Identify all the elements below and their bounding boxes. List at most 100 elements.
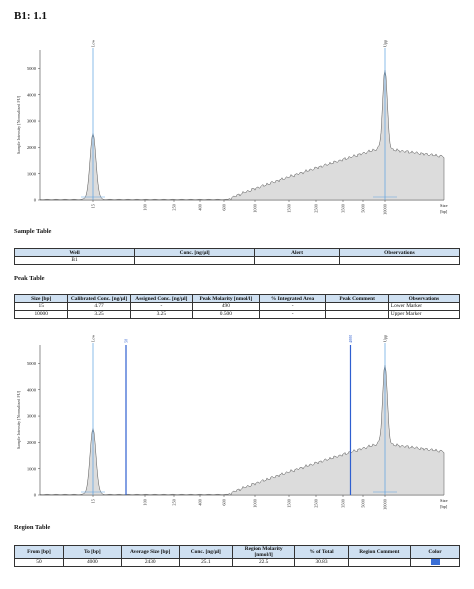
region-boundary-label: 4000 — [348, 335, 353, 343]
x-tick-label: 600 — [222, 203, 227, 210]
table-cell: 490 — [191, 302, 260, 311]
x-tick-label: 5000 — [361, 498, 366, 508]
y-tick-label: 0 — [34, 493, 37, 498]
region-color-swatch — [430, 559, 440, 565]
table-cell — [347, 557, 412, 568]
x-tick-label: 15 — [91, 498, 96, 503]
peak-marker-label: Lower — [91, 335, 96, 342]
col-header: Alert — [254, 248, 340, 257]
x-tick-label: 2500 — [314, 498, 319, 508]
col-header: Peak Comment — [325, 294, 389, 303]
trace-area — [39, 365, 445, 496]
y-tick-label: 0 — [34, 198, 37, 203]
table-cell: 0.500 — [191, 310, 260, 319]
electropherogram-1: 0 1000 2000 3000 4000 5000 Sample Intensity [N… — [16, 40, 448, 215]
region-table-heading: Region Table — [14, 524, 51, 531]
electropherogram-2: 0 1000 2000 3000 4000 5000 Sample Intensity [N… — [16, 335, 448, 510]
table-cell: 15 — [13, 302, 69, 311]
col-header: Assigned Conc. [ng/µl] — [129, 294, 193, 303]
y-tick-label: 3000 — [27, 414, 37, 419]
y-tick-label: 4000 — [27, 387, 37, 392]
table-cell: 25.1 — [178, 557, 234, 568]
x-tick-label: 600 — [222, 498, 227, 505]
x-axis-label: Size — [440, 498, 448, 503]
sample-table-heading: Sample Table — [14, 228, 52, 235]
col-header: Calibrated Conc. [ng/µl] — [67, 294, 131, 303]
x-axis-label-unit: [bp] — [440, 504, 448, 509]
x-tick-label: 250 — [172, 498, 177, 505]
sample-table: Well Conc. [ng/µl] Alert Observations B1 — [13, 248, 461, 265]
y-tick-label: 5000 — [27, 361, 37, 366]
page-title: B1: 1.1 — [14, 10, 47, 22]
peak-marker-label: Upper — [383, 335, 388, 342]
x-tick-label: 1000 — [253, 498, 258, 508]
x-tick-label: 100 — [143, 498, 148, 505]
table-row: 15 4.77 - 490 - Lower Marker — [13, 302, 461, 311]
col-header: Conc. [ng/µl] — [178, 545, 234, 559]
peak-table-heading: Peak Table — [14, 275, 45, 282]
col-header: Observations — [338, 248, 461, 257]
y-tick-label: 5000 — [27, 66, 37, 71]
x-tick-label: 3500 — [341, 203, 346, 213]
table-cell: 3.25 — [67, 310, 131, 319]
region-boundary-label: 50 — [124, 339, 129, 343]
col-header: Observations — [387, 294, 461, 303]
col-header: Peak Molarity [nmol/l] — [191, 294, 260, 303]
col-header: % of Total — [294, 545, 349, 559]
table-cell: 30.83 — [294, 557, 349, 568]
col-header: From [bp] — [14, 545, 64, 559]
col-header: To [bp] — [62, 545, 122, 559]
y-tick-label: 3000 — [27, 119, 37, 124]
peak-table: Size [bp] Calibrated Conc. [ng/µl] Assig… — [13, 294, 461, 319]
col-header: Region Molarity [nmol/l] — [232, 545, 296, 559]
x-tick-label: 10000 — [383, 203, 388, 215]
table-cell: 22.5 — [232, 557, 296, 568]
table-cell: B1 — [13, 256, 136, 265]
table-cell: - — [258, 310, 327, 319]
x-tick-label: 1500 — [287, 498, 292, 508]
table-cell: Lower Marker — [387, 302, 461, 311]
x-tick-label: 5000 — [361, 203, 366, 213]
col-header: Conc. [ng/µl] — [134, 248, 256, 257]
table-cell — [325, 302, 389, 311]
table-cell: 3.25 — [129, 310, 193, 319]
y-tick-label: 1000 — [27, 466, 37, 471]
col-header: Color — [410, 545, 460, 559]
y-tick-label: 2000 — [27, 145, 37, 150]
y-axis-label: Sample Intensity [Normalized FU] — [16, 95, 21, 154]
region-table: From [bp] To [bp] Average Size [bp] Conc… — [14, 545, 460, 568]
table-cell: - — [129, 302, 193, 311]
table-cell — [134, 256, 256, 265]
table-cell: 10000 — [13, 310, 69, 319]
y-tick-label: 2000 — [27, 440, 37, 445]
table-cell: Upper Marker — [387, 310, 461, 319]
col-header: Average Size [bp] — [120, 545, 180, 559]
region-color-cell — [410, 557, 460, 568]
x-tick-label: 1000 — [253, 203, 258, 213]
table-cell: 4.77 — [67, 302, 131, 311]
table-cell: - — [258, 302, 327, 311]
col-header: % Integrated Area — [258, 294, 327, 303]
trace-area — [39, 70, 445, 201]
y-tick-label: 1000 — [27, 171, 37, 176]
col-header: Well — [13, 248, 136, 257]
x-tick-label: 250 — [172, 203, 177, 210]
table-row: 50 4000 2430 25.1 22.5 30.83 — [14, 557, 460, 568]
x-tick-label: 3500 — [341, 498, 346, 508]
peak-marker-label: Lower — [91, 40, 96, 47]
table-cell — [338, 256, 461, 265]
y-axis-label: Sample Intensity [Normalized FU] — [16, 390, 21, 449]
x-tick-label: 400 — [198, 498, 203, 505]
table-row: 10000 3.25 3.25 0.500 - Upper Marker — [13, 310, 461, 319]
x-tick-label: 100 — [143, 203, 148, 210]
x-axis-label: Size — [440, 203, 448, 208]
x-tick-label: 15 — [91, 203, 96, 208]
table-cell — [325, 310, 389, 319]
x-tick-label: 400 — [198, 203, 203, 210]
table-cell: 50 — [14, 557, 64, 568]
x-tick-label: 1500 — [287, 203, 292, 213]
x-tick-label: 10000 — [383, 498, 388, 510]
table-cell: 2430 — [120, 557, 180, 568]
x-tick-label: 2500 — [314, 203, 319, 213]
x-axis-label-unit: [bp] — [440, 209, 448, 214]
